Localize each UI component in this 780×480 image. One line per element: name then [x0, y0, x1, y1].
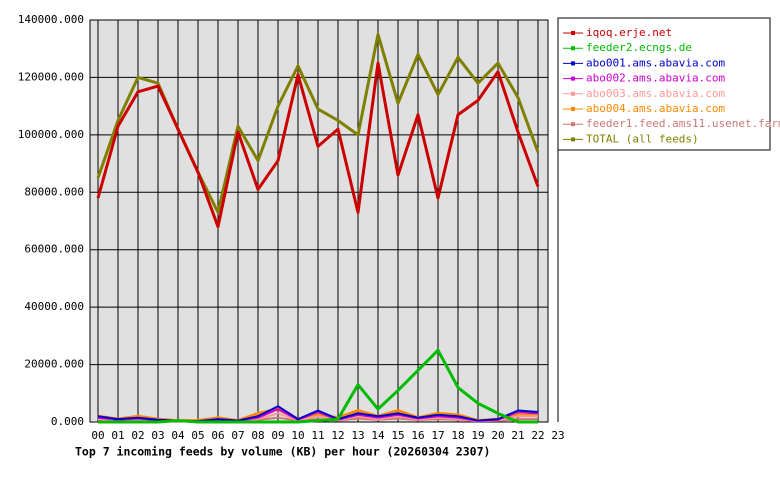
legend: [557, 17, 771, 151]
legend-label: feeder2.ecngs.de: [586, 41, 692, 54]
legend-label: TOTAL (all feeds): [586, 132, 699, 145]
legend-marker: [571, 76, 575, 81]
x-tick-label: 23: [551, 429, 564, 442]
series-line: [98, 348, 538, 424]
legend-label: feeder1.feed.ams11.usenet.farm: [586, 117, 780, 130]
x-tick-label: 01: [111, 429, 124, 442]
x-tick-label: 04: [171, 429, 185, 442]
plot-border: [89, 19, 549, 423]
y-tick-label: 40000.000: [24, 300, 84, 313]
x-tick-label: 10: [291, 429, 304, 442]
legend-marker: [571, 46, 575, 51]
x-tick-label: 02: [131, 429, 144, 442]
plot-area: [90, 20, 548, 422]
x-tick-label: 07: [231, 429, 244, 442]
y-tick-label: 60000.000: [24, 243, 84, 256]
series-line: [96, 61, 540, 229]
legend-marker: [571, 31, 575, 35]
x-tick-label: 16: [411, 429, 424, 442]
x-tick-label: 13: [351, 429, 364, 442]
x-tick-label: 06: [211, 429, 224, 442]
legend-label: abo003.ams.abavia.com: [586, 87, 725, 100]
x-tick-label: 18: [451, 429, 464, 442]
x-tick-label: 09: [271, 429, 284, 442]
x-tick-label: 00: [91, 429, 104, 442]
x-tick-label: 17: [431, 429, 444, 442]
legend-label: iqoq.erje.net: [586, 26, 672, 39]
x-tick-label: 19: [471, 429, 484, 442]
x-tick-label: 21: [511, 429, 524, 442]
y-tick-label: 120000.000: [18, 70, 84, 83]
legend-marker: [571, 137, 575, 142]
y-tick-label: 0.000: [51, 415, 84, 428]
y-tick-label: 80000.000: [24, 185, 84, 198]
legend-marker: [571, 91, 575, 96]
legend-marker: [571, 122, 575, 127]
y-tick-label: 140000.000: [18, 13, 84, 26]
legend-label: abo001.ams.abavia.com: [586, 56, 725, 69]
x-tick-label: 08: [251, 429, 264, 442]
legend-label: abo002.ams.abavia.com: [586, 72, 725, 85]
x-tick-label: 11: [311, 429, 324, 442]
legend-label: abo004.ams.abavia.com: [586, 102, 725, 115]
x-tick-label: 03: [151, 429, 164, 442]
legend-marker: [571, 61, 575, 66]
x-tick-label: 20: [491, 429, 504, 442]
x-tick-label: 15: [391, 429, 404, 442]
legend-marker: [571, 107, 575, 111]
chart-title: Top 7 incoming feeds by volume (KB) per …: [75, 445, 490, 459]
x-tick-label: 12: [331, 429, 344, 442]
x-tick-label: 05: [191, 429, 204, 442]
x-tick-label: 22: [531, 429, 544, 442]
y-tick-label: 100000.000: [18, 128, 84, 141]
y-tick-label: 20000.000: [24, 358, 84, 371]
x-tick-label: 14: [371, 429, 385, 442]
